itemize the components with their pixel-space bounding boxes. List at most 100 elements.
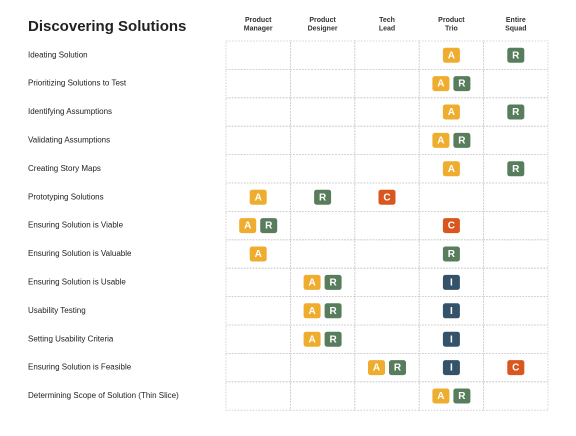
table-cell (483, 210, 549, 241)
column-header: Manager (244, 25, 273, 32)
badge-letter: C (448, 221, 455, 232)
raci-badge: A (239, 218, 257, 234)
badge-background (453, 76, 471, 92)
badge-letter: C (383, 192, 390, 203)
table-cell (483, 97, 549, 127)
row-label: Usability Testing (28, 306, 86, 315)
badge-background (239, 218, 257, 234)
badge-letter: A (437, 391, 444, 402)
row-label: Identifying Assumptions (28, 107, 112, 116)
column-header: Tech (379, 17, 395, 24)
badge-background (442, 331, 460, 347)
table-cell (483, 40, 549, 70)
badge-letter: A (308, 306, 315, 317)
table-cell (289, 296, 356, 326)
column-header: Designer (308, 25, 338, 32)
badge-background (249, 246, 267, 262)
table-cell (354, 210, 420, 241)
badge-letter: A (448, 164, 455, 175)
badge-letter: A (437, 79, 444, 90)
row-label: Prioritizing Solutions to Test (28, 79, 127, 88)
table-cell (225, 296, 291, 326)
table-cell (289, 267, 356, 298)
table-cell (483, 69, 549, 99)
table-cell (225, 352, 291, 383)
badge-letter: I (450, 363, 453, 374)
badge-letter: I (450, 334, 453, 345)
raci-badge: A (303, 274, 321, 290)
table-cell (289, 69, 356, 99)
column-header: Entire (506, 17, 526, 24)
badge-background (368, 360, 385, 376)
table-cell (418, 381, 485, 411)
badge-letter: R (329, 334, 337, 345)
badge-background (442, 161, 460, 177)
raci-badge: I (442, 274, 460, 290)
badge-background (324, 274, 342, 290)
badge-background (303, 274, 321, 290)
table-cell (289, 324, 356, 354)
badge-background (303, 303, 321, 319)
raci-badge: R (507, 104, 525, 120)
badge-letter: I (450, 278, 453, 289)
badge-letter: A (437, 136, 444, 147)
badge-background (378, 189, 396, 205)
raci-badge: A (442, 47, 460, 63)
column-header: Product (309, 17, 336, 24)
badge-background (314, 189, 332, 205)
raci-badge: C (507, 360, 525, 376)
table-cell (483, 154, 549, 184)
badge-letter: R (394, 363, 402, 374)
table-cell (354, 40, 420, 70)
raci-badge: R (507, 161, 525, 177)
badge-letter: A (308, 278, 315, 289)
raci-badge: I (442, 331, 460, 347)
table-cell (225, 125, 291, 155)
row-label: Determining Scope of Solution (Thin Slic… (28, 391, 179, 400)
badge-background (442, 274, 460, 290)
badge-background (507, 161, 525, 177)
table-cell (418, 125, 485, 155)
table-cell (354, 239, 420, 269)
raci-badge: A (303, 303, 321, 319)
table-cell (225, 324, 291, 354)
badge-background (432, 132, 450, 148)
table-cell (225, 381, 291, 411)
raci-badge: C (442, 218, 460, 234)
table-cell (225, 267, 291, 298)
raci-badge: R (453, 132, 471, 148)
table-cell (289, 154, 356, 184)
badge-letter: A (448, 107, 455, 118)
table-cell (483, 239, 549, 269)
badge-background (442, 360, 460, 376)
row-label: Ensuring Solution is Viable (28, 221, 124, 230)
row-label: Creating Story Maps (28, 164, 101, 173)
raci-badge: A (442, 104, 460, 120)
badge-background (432, 76, 450, 92)
raci-badge: R (314, 189, 332, 205)
badge-background (389, 360, 406, 376)
row-label: Ensuring Solution is Valuable (28, 249, 132, 258)
column-header: Trio (445, 25, 458, 32)
table-cell (354, 324, 420, 354)
row-label: Setting Usability Criteria (28, 334, 114, 343)
table-cell (225, 154, 291, 184)
badge-letter: R (265, 221, 273, 232)
table-cell (354, 97, 420, 127)
column-header: Product (245, 17, 272, 24)
table-cell (354, 69, 420, 99)
table-cell (483, 352, 549, 383)
table-cell (225, 210, 291, 241)
raci-badge: R (507, 47, 525, 63)
raci-badge: C (378, 189, 396, 205)
table-cell (354, 267, 420, 298)
raci-badge: I (442, 360, 460, 376)
badge-background (260, 218, 278, 234)
raci-badge: A (442, 161, 460, 177)
badge-background (507, 104, 525, 120)
badge-letter: R (329, 278, 337, 289)
badge-background (507, 47, 525, 63)
column-header: Lead (379, 25, 395, 32)
table-cell (354, 125, 420, 155)
table-cell (483, 381, 549, 411)
